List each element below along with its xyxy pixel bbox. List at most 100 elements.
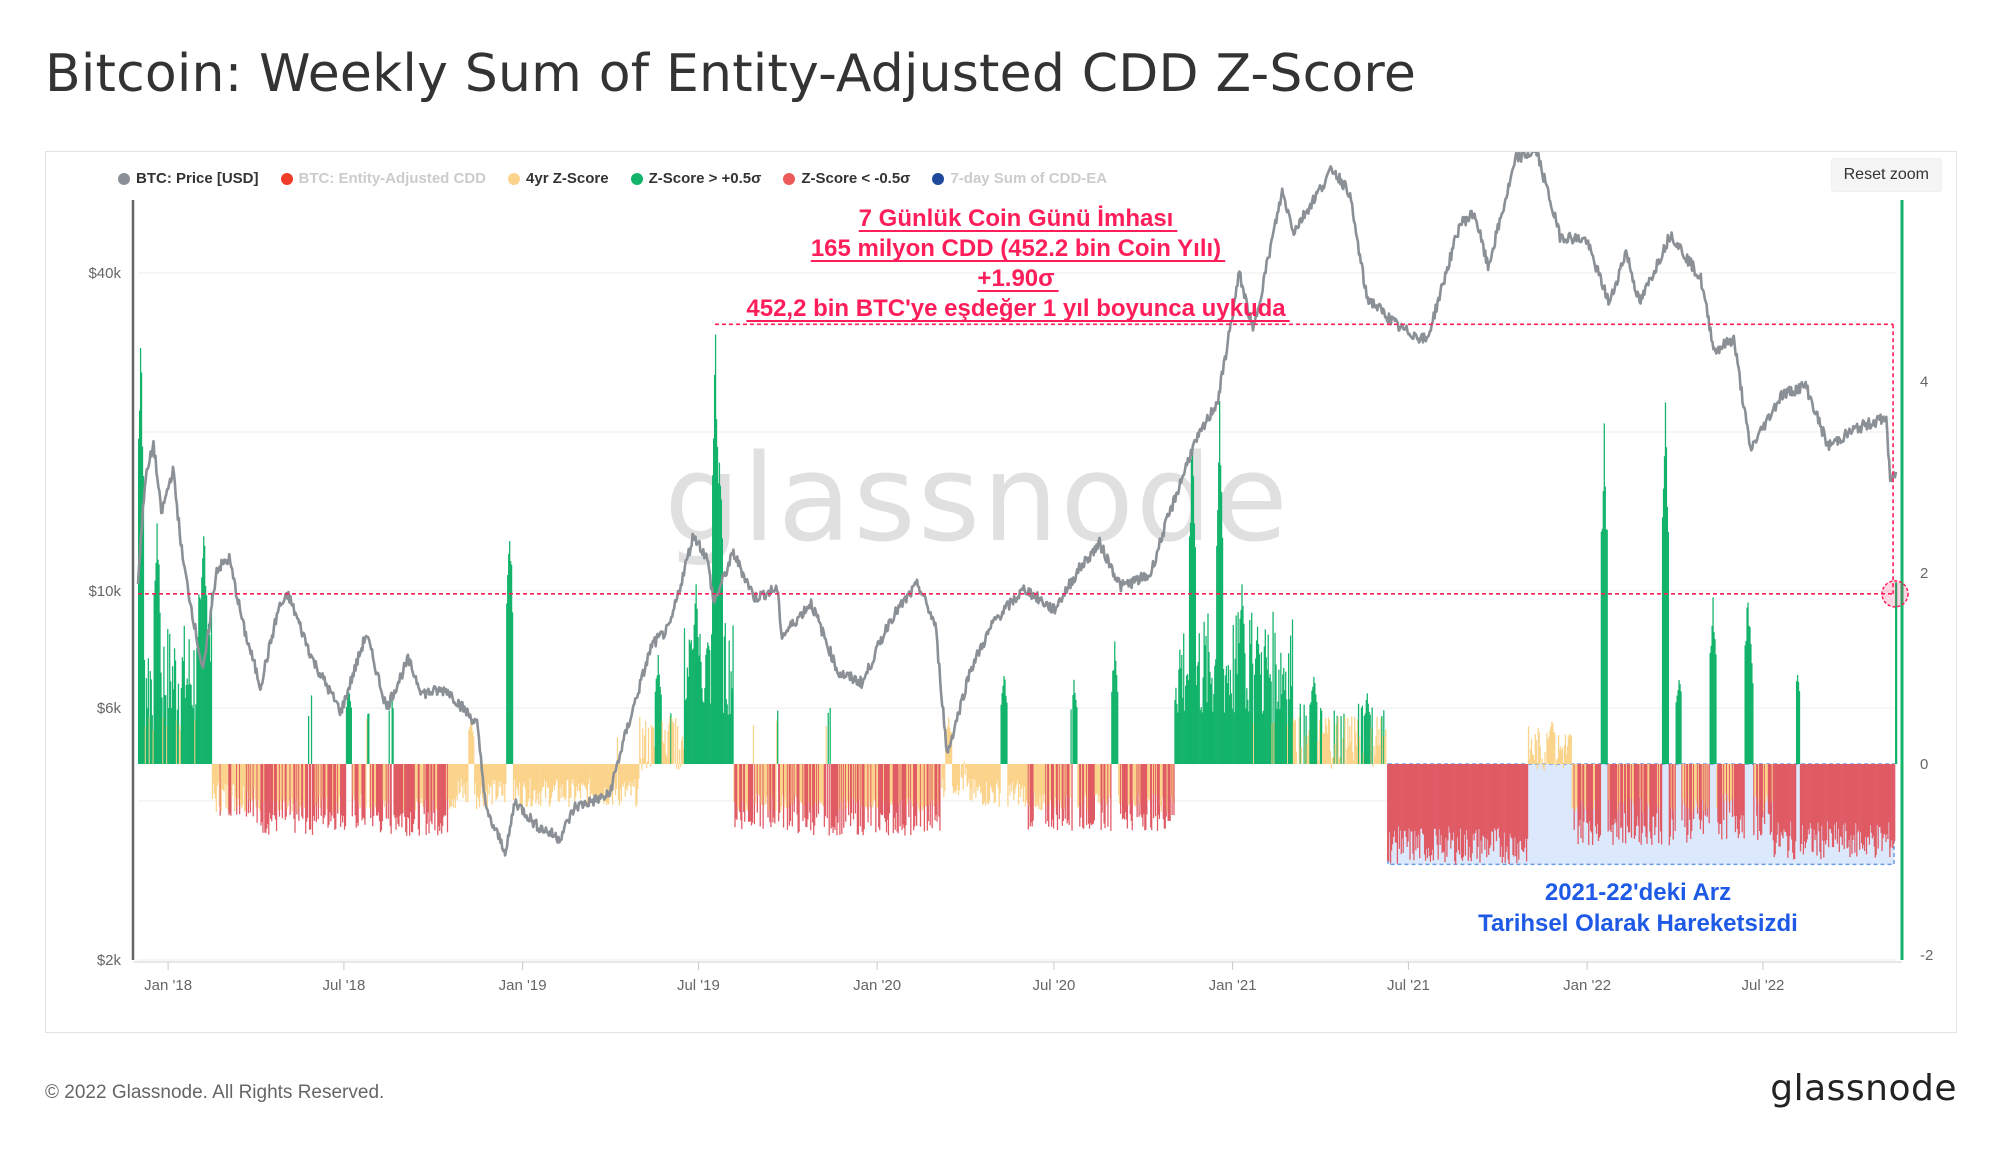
- zscore-bar: [196, 647, 198, 765]
- zscore-bar: [356, 764, 358, 823]
- zscore-bar: [807, 764, 809, 820]
- zscore-bar: [229, 764, 231, 814]
- zscore-bar: [1499, 764, 1501, 857]
- zscore-bar: [355, 764, 357, 828]
- zscore-bar: [1750, 644, 1752, 765]
- zscore-bar: [1794, 764, 1797, 842]
- legend-label: 4yr Z-Score: [526, 170, 609, 187]
- zscore-bar: [577, 764, 580, 784]
- zscore-bar: [1270, 681, 1272, 765]
- zscore-bar: [186, 678, 188, 765]
- zscore-bar: [1030, 764, 1032, 823]
- zscore-bar: [199, 597, 201, 765]
- zscore-bar: [1460, 764, 1463, 859]
- zscore-bar: [1616, 764, 1618, 838]
- zscore-bar: [1194, 547, 1197, 765]
- zscore-bar: [898, 764, 900, 805]
- legend-item-price[interactable]: BTC: Price [USD]: [118, 170, 259, 187]
- zscore-bar: [1717, 764, 1719, 823]
- zscore-bar: [302, 764, 304, 819]
- zscore-bar: [414, 764, 417, 811]
- zscore-bar: [564, 764, 566, 800]
- zscore-bar: [579, 764, 582, 799]
- zscore-bar: [1793, 764, 1795, 860]
- zscore-bar: [866, 764, 868, 810]
- zscore-bar: [149, 671, 151, 765]
- zscore-bar: [1469, 764, 1471, 858]
- zscore-bar: [1832, 764, 1835, 848]
- zscore-bar: [1501, 764, 1503, 863]
- zscore-bar: [493, 764, 495, 785]
- zscore-bar: [841, 764, 843, 834]
- zscore-bar: [1516, 764, 1518, 864]
- zscore-bar: [379, 764, 382, 833]
- zscore-bar: [754, 764, 757, 804]
- zscore-bar: [408, 764, 410, 819]
- zscore-bar: [1245, 708, 1247, 765]
- zscore-bar: [1880, 764, 1882, 834]
- legend-item-entity-cdd[interactable]: BTC: Entity-Adjusted CDD: [280, 170, 486, 187]
- zscore-bar: [1002, 685, 1004, 765]
- zscore-bar: [700, 661, 702, 765]
- zscore-bar: [1405, 764, 1407, 838]
- zscore-bar: [1493, 764, 1496, 829]
- copyright-text: © 2022 Glassnode. All Rights Reserved.: [45, 1082, 385, 1103]
- zscore-bar: [504, 764, 506, 803]
- zscore-bar: [1578, 764, 1580, 827]
- zscore-bar: [1118, 764, 1120, 796]
- zscore-bar: [439, 764, 441, 832]
- zscore-bar: [759, 764, 761, 827]
- zscore-bar: [780, 764, 783, 807]
- zscore-bar: [814, 764, 817, 803]
- zscore-bar: [319, 764, 321, 809]
- zscore-bar: [1506, 764, 1508, 847]
- zscore-bar: [1699, 764, 1702, 830]
- zscore-bar: [1398, 764, 1400, 849]
- zscore-bar: [743, 764, 745, 813]
- zscore-bar: [402, 764, 404, 814]
- zscore-bar: [1856, 764, 1858, 857]
- zscore-bar: [1709, 652, 1711, 765]
- zscore-bar: [1269, 674, 1271, 765]
- zscore-bar: [1284, 690, 1286, 765]
- legend-item-7day-sum[interactable]: 7-day Sum of CDD-EA: [932, 170, 1107, 187]
- zscore-bar: [1534, 734, 1536, 765]
- zscore-bar: [1848, 764, 1850, 840]
- zscore-axis-tick: 4: [1920, 374, 1928, 391]
- zscore-bar: [1508, 764, 1510, 864]
- zscore-bar: [1009, 764, 1011, 796]
- zscore-bar: [1463, 764, 1466, 835]
- zscore-bar: [1093, 764, 1096, 821]
- zscore-bar: [1711, 625, 1713, 765]
- legend-item-zscore-positive[interactable]: Z-Score > +0.5σ: [630, 170, 761, 187]
- zscore-bar: [1206, 702, 1208, 765]
- zscore-bar: [181, 657, 183, 765]
- zscore-bar: [1659, 764, 1662, 832]
- zscore-bar: [681, 736, 684, 765]
- zscore-bar: [983, 764, 986, 802]
- zscore-bar: [523, 764, 525, 783]
- zscore-bar: [1766, 764, 1769, 799]
- zscore-bar: [383, 764, 386, 807]
- zscore-bar: [1417, 764, 1419, 848]
- legend-item-zscore[interactable]: 4yr Z-Score: [508, 170, 609, 187]
- zscore-bar: [1184, 710, 1186, 765]
- zscore-bar: [966, 764, 968, 787]
- reset-zoom-button[interactable]: Reset zoom: [1830, 158, 1942, 192]
- zscore-bar: [927, 764, 929, 822]
- zscore-bar: [1115, 660, 1117, 765]
- zscore-bar: [1246, 688, 1248, 765]
- zscore-bar: [473, 736, 475, 765]
- zscore-bar: [755, 764, 757, 794]
- zscore-bar: [1597, 764, 1600, 842]
- zscore-bar: [441, 764, 443, 834]
- zscore-bar: [1505, 764, 1507, 852]
- zscore-bar: [548, 764, 551, 807]
- zscore-bar: [1756, 764, 1758, 816]
- legend-item-zscore-negative[interactable]: Z-Score < -0.5σ: [783, 170, 910, 187]
- zscore-bar: [1361, 705, 1364, 765]
- zscore-bar: [1518, 764, 1520, 860]
- zscore-bar: [498, 764, 500, 782]
- zscore-bar: [1123, 764, 1126, 820]
- legend-zscore-dot: [508, 172, 521, 185]
